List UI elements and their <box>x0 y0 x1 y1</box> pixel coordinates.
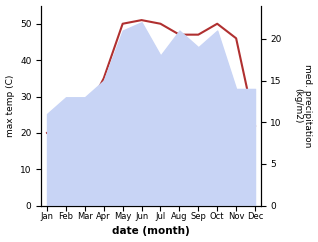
X-axis label: date (month): date (month) <box>112 227 190 236</box>
Y-axis label: med. precipitation
(kg/m2): med. precipitation (kg/m2) <box>293 64 313 147</box>
Y-axis label: max temp (C): max temp (C) <box>5 74 15 137</box>
